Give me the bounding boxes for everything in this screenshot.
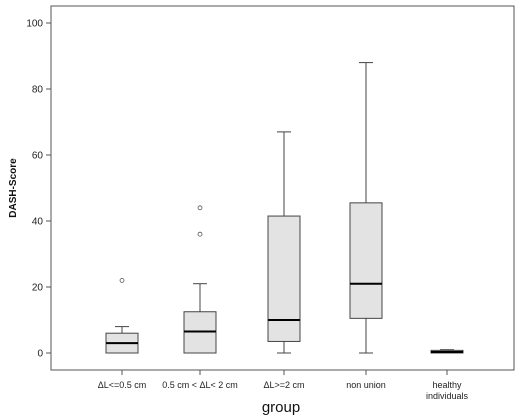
box-group	[105, 62, 464, 354]
outlier-point	[197, 205, 203, 211]
iqr-box	[349, 202, 383, 319]
x-axis: ΔL<=0.5 cm 0.5 cm < ΔL< 2 cm ΔL>=2 cm non u…	[98, 370, 469, 401]
plot-frame	[50, 5, 515, 371]
box-item	[349, 62, 383, 354]
outlier-point	[197, 231, 203, 237]
y-tick-label: 40	[32, 217, 44, 228]
box-item	[430, 349, 464, 354]
y-axis: 0 20 40 60 80 100	[26, 19, 51, 360]
x-tick-label: healthy	[432, 380, 462, 390]
y-tick-label: 60	[32, 151, 44, 162]
y-tick-label: 20	[32, 283, 44, 294]
box-item	[105, 277, 139, 354]
x-tick-label: individuals	[426, 391, 469, 401]
y-tick-label: 100	[26, 19, 43, 30]
y-axis-title: DASH-Score	[8, 158, 19, 218]
y-tick-label: 80	[32, 85, 44, 96]
x-axis-title: group	[262, 399, 300, 416]
x-tick-label: ΔL>=2 cm	[263, 380, 304, 390]
box-item	[183, 205, 217, 354]
x-tick-label: non union	[346, 380, 386, 390]
box-item	[267, 131, 301, 354]
x-tick-label: ΔL<=0.5 cm	[98, 380, 147, 390]
y-tick-label: 0	[37, 349, 43, 360]
x-tick-label: 0.5 cm < ΔL< 2 cm	[162, 380, 238, 390]
outlier-point	[119, 277, 125, 283]
iqr-box	[267, 215, 301, 342]
